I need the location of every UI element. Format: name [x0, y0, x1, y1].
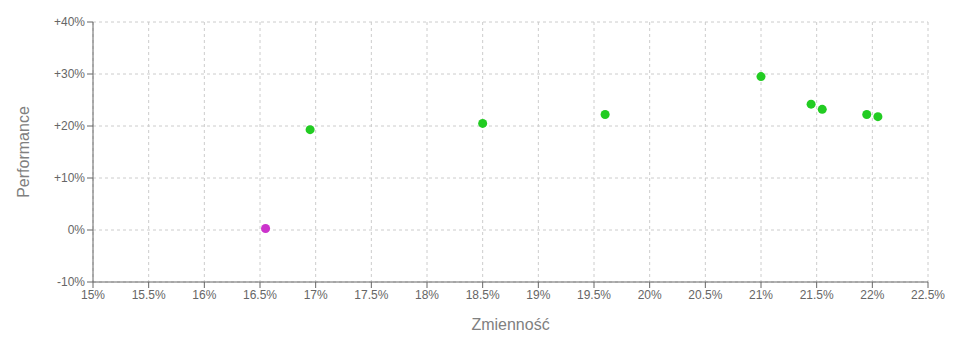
svg-text:16.5%: 16.5%: [243, 288, 277, 302]
svg-text:18.5%: 18.5%: [466, 288, 500, 302]
svg-text:Performance: Performance: [15, 106, 32, 198]
svg-text:0%: 0%: [68, 223, 86, 237]
svg-text:22.5%: 22.5%: [911, 288, 945, 302]
svg-text:19%: 19%: [526, 288, 550, 302]
svg-text:+20%: +20%: [54, 119, 85, 133]
svg-text:20%: 20%: [638, 288, 662, 302]
svg-text:15%: 15%: [81, 288, 105, 302]
svg-text:21%: 21%: [749, 288, 773, 302]
svg-text:+30%: +30%: [54, 67, 85, 81]
svg-text:17%: 17%: [304, 288, 328, 302]
svg-text:19.5%: 19.5%: [577, 288, 611, 302]
svg-text:Zmienność: Zmienność: [471, 316, 549, 333]
svg-text:15.5%: 15.5%: [132, 288, 166, 302]
svg-text:+40%: +40%: [54, 15, 85, 29]
svg-text:21.5%: 21.5%: [800, 288, 834, 302]
svg-text:18%: 18%: [415, 288, 439, 302]
svg-text:16%: 16%: [192, 288, 216, 302]
svg-text:-10%: -10%: [57, 275, 85, 289]
svg-text:17.5%: 17.5%: [354, 288, 388, 302]
svg-text:22%: 22%: [860, 288, 884, 302]
svg-text:20.5%: 20.5%: [688, 288, 722, 302]
svg-text:+10%: +10%: [54, 171, 85, 185]
